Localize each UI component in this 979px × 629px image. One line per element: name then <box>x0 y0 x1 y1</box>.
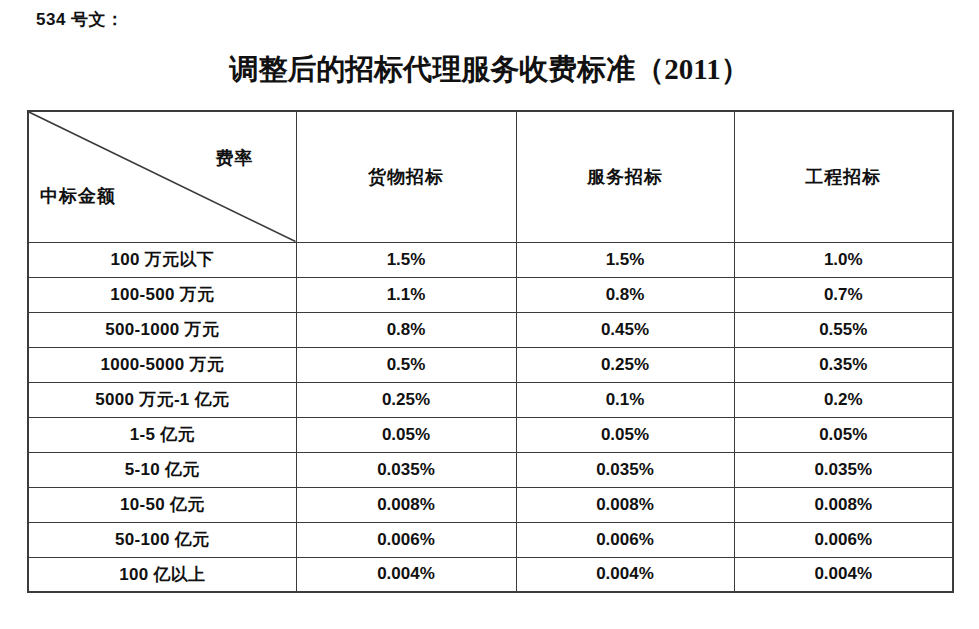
rate-cell: 1.0% <box>734 242 953 277</box>
rate-cell: 0.008% <box>734 487 953 522</box>
rate-cell: 0.8% <box>516 277 734 312</box>
rate-cell: 0.8% <box>296 312 516 347</box>
rate-cell: 0.006% <box>516 522 734 557</box>
rate-cell: 1.1% <box>296 277 516 312</box>
rate-cell: 0.004% <box>516 557 734 592</box>
rate-cell: 0.55% <box>734 312 953 347</box>
row-label: 500-1000 万元 <box>28 312 296 347</box>
rate-cell: 0.05% <box>734 417 953 452</box>
rate-cell: 0.035% <box>734 452 953 487</box>
rate-cell: 0.35% <box>734 347 953 382</box>
diagonal-line <box>29 112 296 242</box>
column-header-goods: 货物招标 <box>296 111 516 242</box>
row-label: 100-500 万元 <box>28 277 296 312</box>
page-title: 调整后的招标代理服务收费标准（2011） <box>0 50 979 90</box>
corner-rate-label: 费率 <box>216 146 254 170</box>
table-row: 100-500 万元 1.1% 0.8% 0.7% <box>28 277 953 312</box>
rate-cell: 0.004% <box>734 557 953 592</box>
table-row: 1-5 亿元 0.05% 0.05% 0.05% <box>28 417 953 452</box>
fee-rate-table: 费率 中标金额 货物招标 服务招标 工程招标 100 万元以下 1.5% 1.5… <box>27 110 954 593</box>
rate-cell: 0.006% <box>734 522 953 557</box>
row-label: 100 亿以上 <box>28 557 296 592</box>
rate-cell: 0.006% <box>296 522 516 557</box>
table-row: 1000-5000 万元 0.5% 0.25% 0.35% <box>28 347 953 382</box>
column-header-services: 服务招标 <box>516 111 734 242</box>
rate-cell: 0.7% <box>734 277 953 312</box>
rate-cell: 1.5% <box>516 242 734 277</box>
table-row: 50-100 亿元 0.006% 0.006% 0.006% <box>28 522 953 557</box>
rate-cell: 0.25% <box>516 347 734 382</box>
row-label: 10-50 亿元 <box>28 487 296 522</box>
row-label: 50-100 亿元 <box>28 522 296 557</box>
row-label: 5000 万元-1 亿元 <box>28 382 296 417</box>
rate-cell: 0.25% <box>296 382 516 417</box>
row-label: 5-10 亿元 <box>28 452 296 487</box>
rate-cell: 1.5% <box>296 242 516 277</box>
document-page: 534 号文： 调整后的招标代理服务收费标准（2011） 费率 中标金额 货物招… <box>0 0 979 629</box>
rate-cell: 0.1% <box>516 382 734 417</box>
table-row: 500-1000 万元 0.8% 0.45% 0.55% <box>28 312 953 347</box>
table-header-row: 费率 中标金额 货物招标 服务招标 工程招标 <box>28 111 953 242</box>
document-ref: 534 号文： <box>36 8 124 31</box>
rate-cell: 0.05% <box>516 417 734 452</box>
rate-cell: 0.008% <box>516 487 734 522</box>
rate-cell: 0.05% <box>296 417 516 452</box>
rate-cell: 0.45% <box>516 312 734 347</box>
rate-cell: 0.035% <box>516 452 734 487</box>
column-header-engineering: 工程招标 <box>734 111 953 242</box>
table-row: 5000 万元-1 亿元 0.25% 0.1% 0.2% <box>28 382 953 417</box>
table-row: 5-10 亿元 0.035% 0.035% 0.035% <box>28 452 953 487</box>
corner-amount-label: 中标金额 <box>40 184 116 208</box>
rate-cell: 0.035% <box>296 452 516 487</box>
rate-cell: 0.004% <box>296 557 516 592</box>
table-row: 10-50 亿元 0.008% 0.008% 0.008% <box>28 487 953 522</box>
rate-cell: 0.008% <box>296 487 516 522</box>
rate-cell: 0.2% <box>734 382 953 417</box>
rate-cell: 0.5% <box>296 347 516 382</box>
table-row: 100 亿以上 0.004% 0.004% 0.004% <box>28 557 953 592</box>
row-label: 1-5 亿元 <box>28 417 296 452</box>
row-label: 100 万元以下 <box>28 242 296 277</box>
row-label: 1000-5000 万元 <box>28 347 296 382</box>
table-row: 100 万元以下 1.5% 1.5% 1.0% <box>28 242 953 277</box>
diagonal-header-cell: 费率 中标金额 <box>28 111 296 242</box>
